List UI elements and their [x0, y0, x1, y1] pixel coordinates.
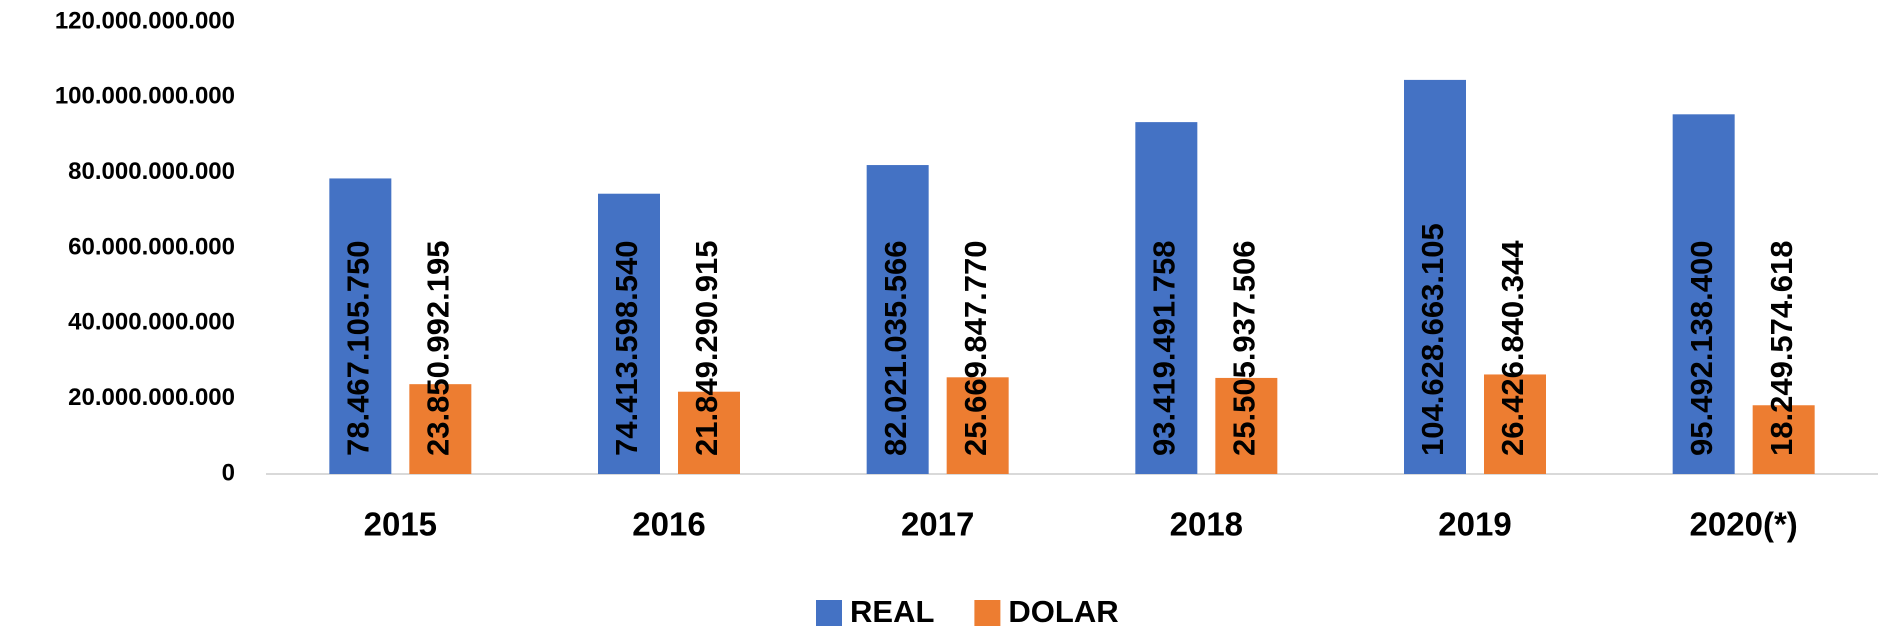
bar — [1672, 114, 1735, 475]
bar — [866, 165, 929, 475]
bar — [678, 391, 740, 474]
bar — [946, 377, 1009, 474]
value-label: 82.021.035.566 — [878, 241, 913, 457]
bar — [329, 178, 392, 475]
x-tick-label: 2020(*) — [1690, 506, 1798, 543]
legend-swatch — [816, 600, 842, 626]
y-tick-label: 60.000.000.000 — [68, 233, 235, 260]
legend-label: REAL — [850, 594, 934, 629]
bar — [1135, 122, 1198, 475]
value-label: 78.467.105.750 — [341, 241, 376, 457]
bar — [1752, 405, 1815, 474]
y-tick-label: 80.000.000.000 — [68, 158, 235, 185]
legend-swatch — [974, 600, 1001, 626]
x-tick-label: 2018 — [1170, 506, 1243, 543]
x-tick-label: 2017 — [901, 506, 974, 543]
bar — [598, 193, 660, 474]
value-label: 95.492.138.400 — [1684, 241, 1719, 457]
value-label: 25.669.847.770 — [958, 241, 993, 457]
value-label: 93.419.491.758 — [1147, 241, 1182, 457]
y-tick-label: 100.000.000.000 — [55, 83, 235, 110]
bar — [409, 384, 472, 474]
value-label: 104.628.663.105 — [1415, 223, 1450, 456]
value-label: 26.426.840.344 — [1495, 240, 1530, 456]
y-tick-label: 40.000.000.000 — [68, 309, 235, 336]
value-label: 25.505.937.506 — [1227, 241, 1262, 457]
y-tick-label: 0 — [222, 459, 235, 486]
value-label: 18.249.574.618 — [1764, 241, 1799, 457]
bar — [1215, 377, 1278, 474]
bar — [1404, 79, 1466, 474]
x-tick-label: 2019 — [1438, 506, 1511, 543]
bar — [1484, 374, 1546, 474]
x-tick-label: 2015 — [364, 506, 437, 543]
value-label: 74.413.598.540 — [609, 241, 644, 457]
y-tick-label: 20.000.000.000 — [68, 384, 235, 411]
y-tick-label: 120.000.000.000 — [55, 7, 235, 34]
value-label: 23.850.992.195 — [421, 241, 456, 457]
legend-label: DOLAR — [1008, 594, 1118, 629]
x-tick-label: 2016 — [632, 506, 705, 543]
value-label: 21.849.290.915 — [689, 241, 724, 457]
